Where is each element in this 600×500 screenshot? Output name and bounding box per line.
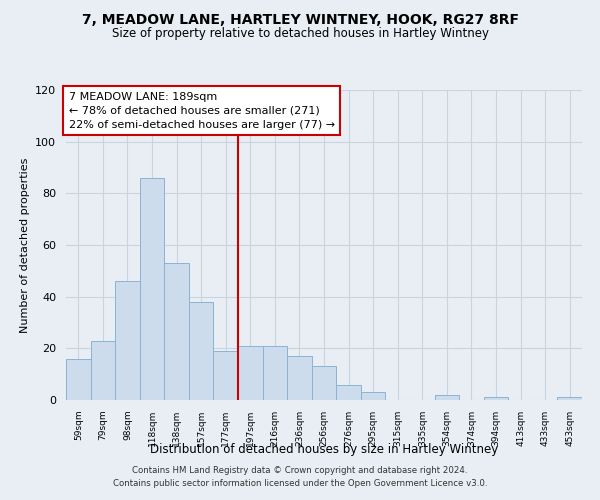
Text: 7 MEADOW LANE: 189sqm
← 78% of detached houses are smaller (271)
22% of semi-det: 7 MEADOW LANE: 189sqm ← 78% of detached … [68,92,335,130]
Text: Size of property relative to detached houses in Hartley Wintney: Size of property relative to detached ho… [112,28,488,40]
Bar [434,395,459,400]
Bar [263,346,287,400]
Bar [91,340,115,400]
Bar [312,366,336,400]
Bar [115,281,140,400]
Text: Contains HM Land Registry data © Crown copyright and database right 2024.
Contai: Contains HM Land Registry data © Crown c… [113,466,487,487]
Bar [484,398,508,400]
Bar [361,392,385,400]
Text: 7, MEADOW LANE, HARTLEY WINTNEY, HOOK, RG27 8RF: 7, MEADOW LANE, HARTLEY WINTNEY, HOOK, R… [82,12,518,26]
Bar [287,356,312,400]
Bar [214,351,238,400]
Bar [164,263,189,400]
Bar [140,178,164,400]
Text: Distribution of detached houses by size in Hartley Wintney: Distribution of detached houses by size … [150,442,498,456]
Bar [66,358,91,400]
Bar [557,398,582,400]
Bar [238,346,263,400]
Y-axis label: Number of detached properties: Number of detached properties [20,158,29,332]
Bar [336,384,361,400]
Bar [189,302,214,400]
